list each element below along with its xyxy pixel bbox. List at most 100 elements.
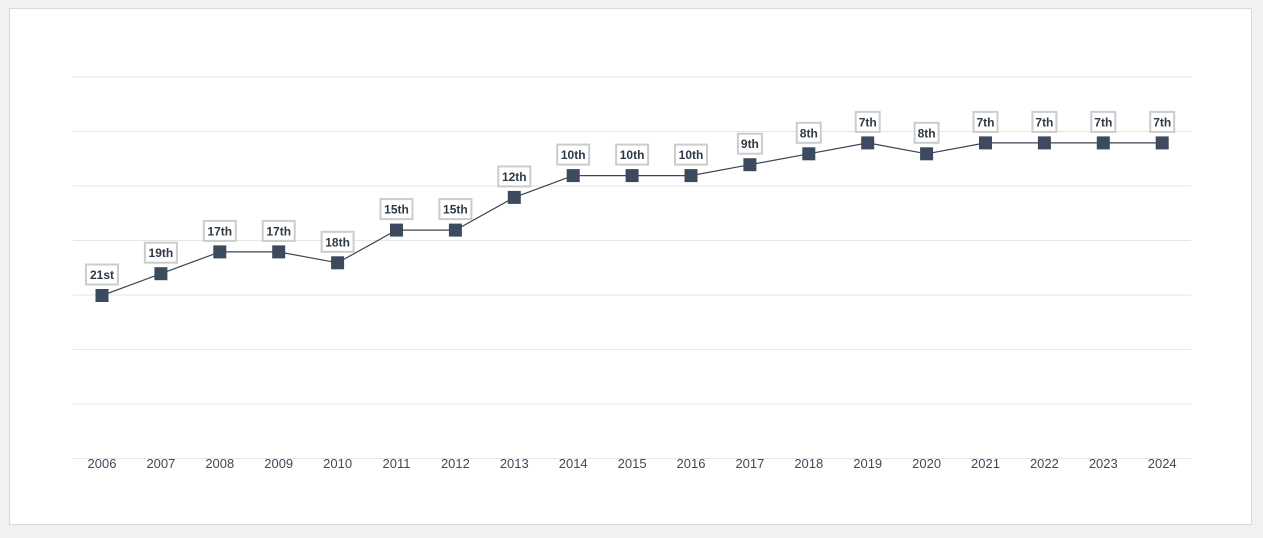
data-label: 7th — [854, 110, 881, 133]
data-label-box — [438, 198, 473, 221]
x-tick-label: 2008 — [205, 456, 234, 471]
series-line-group — [101, 142, 1163, 297]
x-tick-label: 2015 — [618, 456, 647, 471]
data-point-marker — [272, 245, 286, 259]
data-point-marker — [154, 267, 168, 281]
x-tick-label: 2010 — [323, 456, 352, 471]
data-label: 8th — [795, 121, 822, 144]
x-axis: 2006 2007 2008 2009 2010 2011 2012 2013 2014 2015… — [88, 456, 1177, 471]
data-point-marker — [1096, 136, 1110, 150]
data-label-text: 9th — [741, 137, 759, 151]
data-point-marker — [507, 190, 521, 204]
data-label: 17th — [202, 219, 237, 242]
data-point-marker — [802, 147, 816, 161]
data-label: 10th — [556, 143, 591, 166]
data-label-box — [972, 110, 999, 133]
data-label-text: 19th — [149, 246, 174, 260]
x-tick-label: 2009 — [264, 456, 293, 471]
x-tick-label: 2007 — [146, 456, 175, 471]
x-tick-label: 2014 — [559, 456, 588, 471]
data-label-box — [736, 132, 763, 155]
data-label-text: 15th — [384, 203, 409, 217]
data-label: 10th — [674, 143, 708, 166]
data-label-box — [913, 121, 940, 144]
data-label-text: 7th — [977, 115, 995, 129]
data-label: 7th — [1090, 110, 1117, 133]
data-label: 18th — [320, 230, 355, 253]
data-point-marker — [1037, 136, 1051, 150]
data-label-text: 7th — [1153, 115, 1171, 129]
x-tick-label: 2011 — [383, 456, 411, 471]
data-point-marker — [331, 256, 345, 270]
data-label-text: 10th — [561, 148, 586, 162]
x-tick-label: 2022 — [1030, 456, 1059, 471]
x-tick-label: 2012 — [441, 456, 470, 471]
data-point-marker — [920, 147, 934, 161]
markers-group — [95, 136, 1169, 302]
x-tick-label: 2024 — [1148, 456, 1177, 471]
data-label-box — [795, 121, 822, 144]
data-label-box — [85, 263, 119, 286]
data-point-marker — [390, 223, 403, 237]
data-point-marker — [979, 136, 992, 150]
data-point-marker — [861, 136, 875, 150]
data-label: 8th — [913, 121, 940, 144]
x-tick-label: 2021 — [971, 456, 1000, 471]
x-tick-label: 2013 — [500, 456, 529, 471]
data-label-box — [615, 143, 650, 166]
data-label-text: 18th — [325, 235, 350, 249]
data-point-marker — [213, 245, 227, 259]
x-tick-label: 2023 — [1089, 456, 1118, 471]
chart-card: 21st 19th 17th 17th 18th 15th 15th 12th 10th 10th… — [9, 8, 1252, 525]
data-label: 15th — [379, 198, 414, 221]
data-label-box — [202, 219, 237, 242]
data-label: 12th — [497, 165, 532, 188]
data-label: 17th — [261, 219, 296, 242]
data-label-box — [556, 143, 591, 166]
data-label-text: 7th — [1035, 115, 1053, 129]
data-label-text: 10th — [679, 148, 704, 162]
data-point-marker — [684, 169, 698, 183]
data-label-text: 7th — [859, 115, 877, 129]
data-label: 10th — [615, 143, 650, 166]
data-label-box — [261, 219, 296, 242]
data-point-marker — [743, 158, 757, 172]
data-label-text: 17th — [266, 224, 291, 238]
data-label: 15th — [438, 198, 473, 221]
data-label: 7th — [1031, 110, 1058, 133]
gridlines — [73, 76, 1191, 459]
data-label-box — [1149, 110, 1176, 133]
data-label-text: 12th — [502, 170, 527, 184]
data-point-marker — [448, 223, 462, 237]
data-labels-group: 21st 19th 17th 17th 18th 15th 15th 12th 10th 10th… — [85, 110, 1176, 286]
data-label-box — [674, 143, 708, 166]
series-line — [101, 142, 1163, 297]
data-point-marker — [1155, 136, 1169, 150]
data-label: 9th — [736, 132, 763, 155]
x-tick-label: 2016 — [677, 456, 706, 471]
data-point-marker — [95, 289, 109, 302]
x-tick-label: 2017 — [735, 456, 764, 471]
data-label: 7th — [972, 110, 999, 133]
data-label-box — [320, 230, 355, 253]
x-tick-label: 2018 — [794, 456, 823, 471]
data-point-marker — [625, 169, 639, 183]
data-label-text: 8th — [918, 126, 936, 140]
data-label-text: 10th — [620, 148, 645, 162]
data-label: 19th — [143, 241, 178, 264]
data-label-text: 17th — [207, 224, 232, 238]
rank-line-chart: 21st 19th 17th 17th 18th 15th 15th 12th 10th 10th… — [73, 76, 1191, 471]
data-label-box — [1031, 110, 1058, 133]
x-tick-label: 2006 — [88, 456, 117, 471]
x-tick-label: 2019 — [853, 456, 882, 471]
data-label-box — [379, 198, 414, 221]
data-label-box — [854, 110, 881, 133]
x-tick-label: 2020 — [912, 456, 941, 471]
data-label: 7th — [1149, 110, 1176, 133]
data-label-box — [143, 241, 178, 264]
data-label-text: 15th — [443, 203, 468, 217]
data-label-text: 7th — [1094, 115, 1112, 129]
data-point-marker — [566, 169, 580, 183]
data-label-box — [1090, 110, 1117, 133]
data-label-box — [497, 165, 532, 188]
